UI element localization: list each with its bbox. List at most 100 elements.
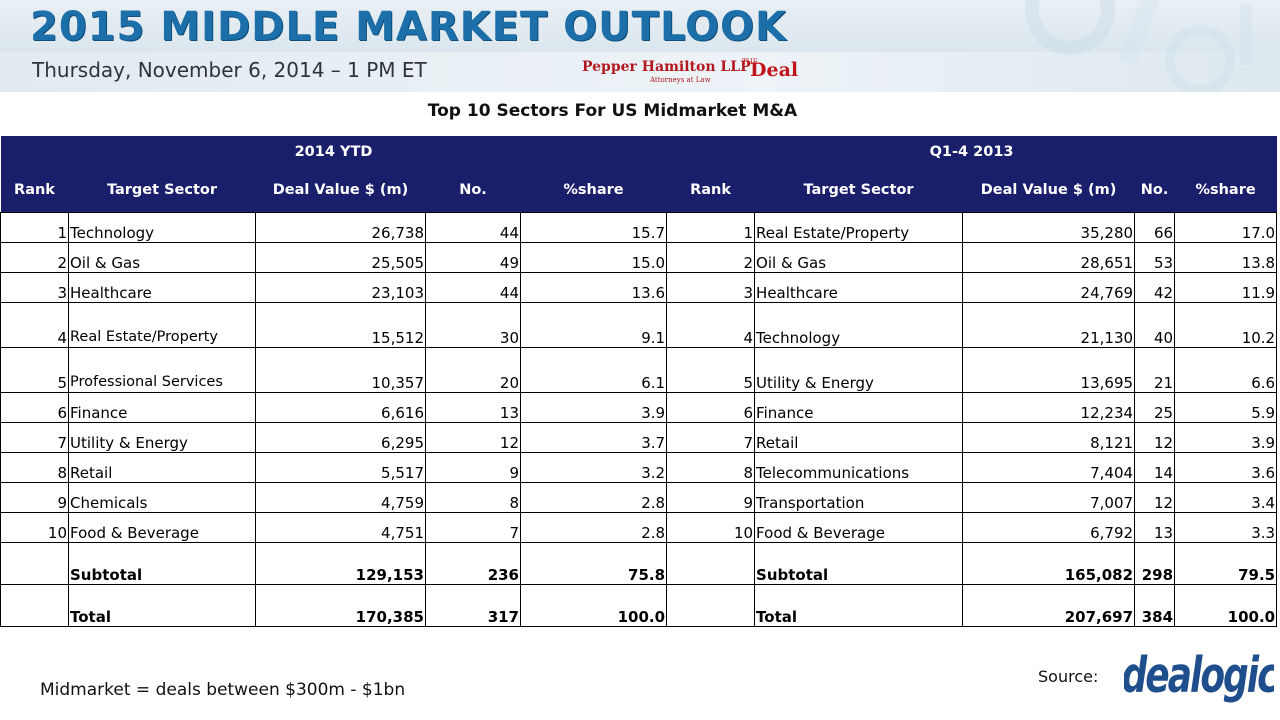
table-cell: 5 bbox=[0, 347, 69, 393]
table-cell: Utility & Energy bbox=[754, 347, 964, 393]
table-cell: 7,007 bbox=[962, 482, 1136, 513]
table-cell: 15,512 bbox=[255, 302, 426, 348]
table-row: 8 Retail 5,517 9 3.2 8 Telecommunications 7,404… bbox=[0, 452, 1278, 483]
table-cell: 10 bbox=[666, 512, 756, 543]
column-header: Deal Value $ (m) bbox=[255, 168, 426, 213]
table-cell bbox=[666, 584, 756, 627]
table-cell: 4,759 bbox=[255, 482, 426, 513]
table-cell: 49 bbox=[425, 242, 521, 273]
table-cell: Transportation bbox=[754, 482, 964, 513]
table-cell: 129,153 bbox=[255, 542, 426, 585]
table-cell: 3.3 bbox=[1174, 512, 1278, 543]
table-cell: 14 bbox=[1134, 452, 1176, 483]
table-cell: 165,082 bbox=[962, 542, 1136, 585]
column-header: %share bbox=[520, 168, 667, 213]
table-cell: Utility & Energy bbox=[68, 422, 256, 453]
table-cell: 53 bbox=[1134, 242, 1176, 273]
column-header: Rank bbox=[666, 168, 755, 213]
table-cell: 13 bbox=[425, 392, 521, 423]
table-cell: Subtotal bbox=[68, 542, 256, 585]
table-row: 10 Food & Beverage 4,751 7 2.8 10 Food & Bever… bbox=[0, 512, 1278, 543]
table-cell: 6 bbox=[0, 392, 69, 423]
table-cell: 100.0 bbox=[1174, 584, 1278, 627]
table-row: 9 Chemicals 4,759 8 2.8 9 Transportation 7,007 1… bbox=[0, 482, 1278, 513]
table-cell: 7 bbox=[666, 422, 756, 453]
table-cell: Total bbox=[68, 584, 256, 627]
source-label: Source: bbox=[1038, 667, 1099, 686]
table-cell: 7,404 bbox=[962, 452, 1136, 483]
table-cell: 10.2 bbox=[1174, 302, 1278, 348]
table-cell: 100.0 bbox=[519, 584, 668, 627]
banner-title: 2015 MIDDLE MARKET OUTLOOK bbox=[30, 4, 788, 50]
table-cell: Oil & Gas bbox=[754, 242, 964, 273]
table-cell: Food & Beverage bbox=[754, 512, 964, 543]
the-deal-logo: Deal bbox=[750, 59, 799, 81]
banner-decoration bbox=[1025, 0, 1252, 92]
table-cell: 8 bbox=[666, 452, 756, 483]
table-cell: 3.6 bbox=[1174, 452, 1278, 483]
table-cell: 6,792 bbox=[962, 512, 1136, 543]
table-cell: 44 bbox=[425, 212, 521, 243]
table-cell: 4 bbox=[666, 302, 756, 348]
table-cell: 15.0 bbox=[519, 242, 668, 273]
table-cell: Real Estate/Property bbox=[754, 212, 964, 243]
table-cell: Total bbox=[754, 584, 964, 627]
table-cell: 4 bbox=[0, 302, 69, 348]
table-cell: 44 bbox=[425, 272, 521, 303]
table-cell: 9.1 bbox=[519, 302, 668, 348]
table-row: 1 Technology 26,738 44 15.7 1 Real Estate/Prop… bbox=[0, 212, 1278, 243]
table-cell: 3 bbox=[0, 272, 69, 303]
table-cell: 26,738 bbox=[255, 212, 426, 243]
table-cell: 28,651 bbox=[962, 242, 1136, 273]
table-cell: 25 bbox=[1134, 392, 1176, 423]
table-cell: 3.9 bbox=[519, 392, 668, 423]
column-header: %share bbox=[1174, 168, 1277, 213]
table-cell bbox=[0, 542, 69, 585]
banner-stripe bbox=[0, 52, 1280, 92]
pepper-hamilton-subtitle: Attorneys at Law bbox=[650, 76, 711, 84]
table-cell: 5.9 bbox=[1174, 392, 1278, 423]
table-cell: 4,751 bbox=[255, 512, 426, 543]
table-cell: 12 bbox=[425, 422, 521, 453]
table-cell: 23,103 bbox=[255, 272, 426, 303]
table-cell: 75.8 bbox=[519, 542, 668, 585]
table-cell: 1 bbox=[0, 212, 69, 243]
column-header: No. bbox=[1134, 168, 1175, 213]
dealogic-logo-text: dealogic bbox=[1124, 648, 1274, 705]
table-cell: 15.7 bbox=[519, 212, 668, 243]
table-cell: 6,616 bbox=[255, 392, 426, 423]
table-cell: 9 bbox=[666, 482, 756, 513]
table-cell: 42 bbox=[1134, 272, 1176, 303]
table-cell: Finance bbox=[68, 392, 256, 423]
column-header: Target Sector bbox=[68, 168, 256, 213]
dealogic-logo: dealogic bbox=[1124, 646, 1274, 712]
table-cell: 2 bbox=[0, 242, 69, 273]
table-cell: Subtotal bbox=[754, 542, 964, 585]
table-cell: 317 bbox=[425, 584, 521, 627]
table-heading: Top 10 Sectors For US Midmarket M&A bbox=[427, 101, 798, 121]
table-cell: 5,517 bbox=[255, 452, 426, 483]
table-cell: 17.0 bbox=[1174, 212, 1278, 243]
table-cell: 9 bbox=[425, 452, 521, 483]
table-body: 1 Technology 26,738 44 15.7 1 Real Estate/Prop… bbox=[0, 212, 1278, 627]
table-cell: 20 bbox=[425, 347, 521, 393]
table-cell: 6.1 bbox=[519, 347, 668, 393]
table-cell: Technology bbox=[754, 302, 964, 348]
table-cell: 8 bbox=[425, 482, 521, 513]
group-header-2014: 2014 YTD bbox=[0, 136, 667, 168]
table-cell: 8,121 bbox=[962, 422, 1136, 453]
table-cell: 25,505 bbox=[255, 242, 426, 273]
table-cell: 21,130 bbox=[962, 302, 1136, 348]
table-cell bbox=[0, 584, 69, 627]
table-cell: 170,385 bbox=[255, 584, 426, 627]
table-cell: 13 bbox=[1134, 512, 1176, 543]
table-cell: 5 bbox=[666, 347, 756, 393]
column-header: No. bbox=[425, 168, 521, 213]
table-cell: 9 bbox=[0, 482, 69, 513]
table-cell: Real Estate/Property bbox=[68, 302, 256, 348]
table-cell: 8 bbox=[0, 452, 69, 483]
pepper-hamilton-logo: Pepper Hamilton LLP bbox=[582, 59, 751, 75]
table-cell: 3.7 bbox=[519, 422, 668, 453]
subtotal-row: Subtotal 129,153 236 75.8 Subtotal 165,082 298… bbox=[0, 542, 1278, 585]
group-header-2013: Q1-4 2013 bbox=[666, 136, 1277, 168]
